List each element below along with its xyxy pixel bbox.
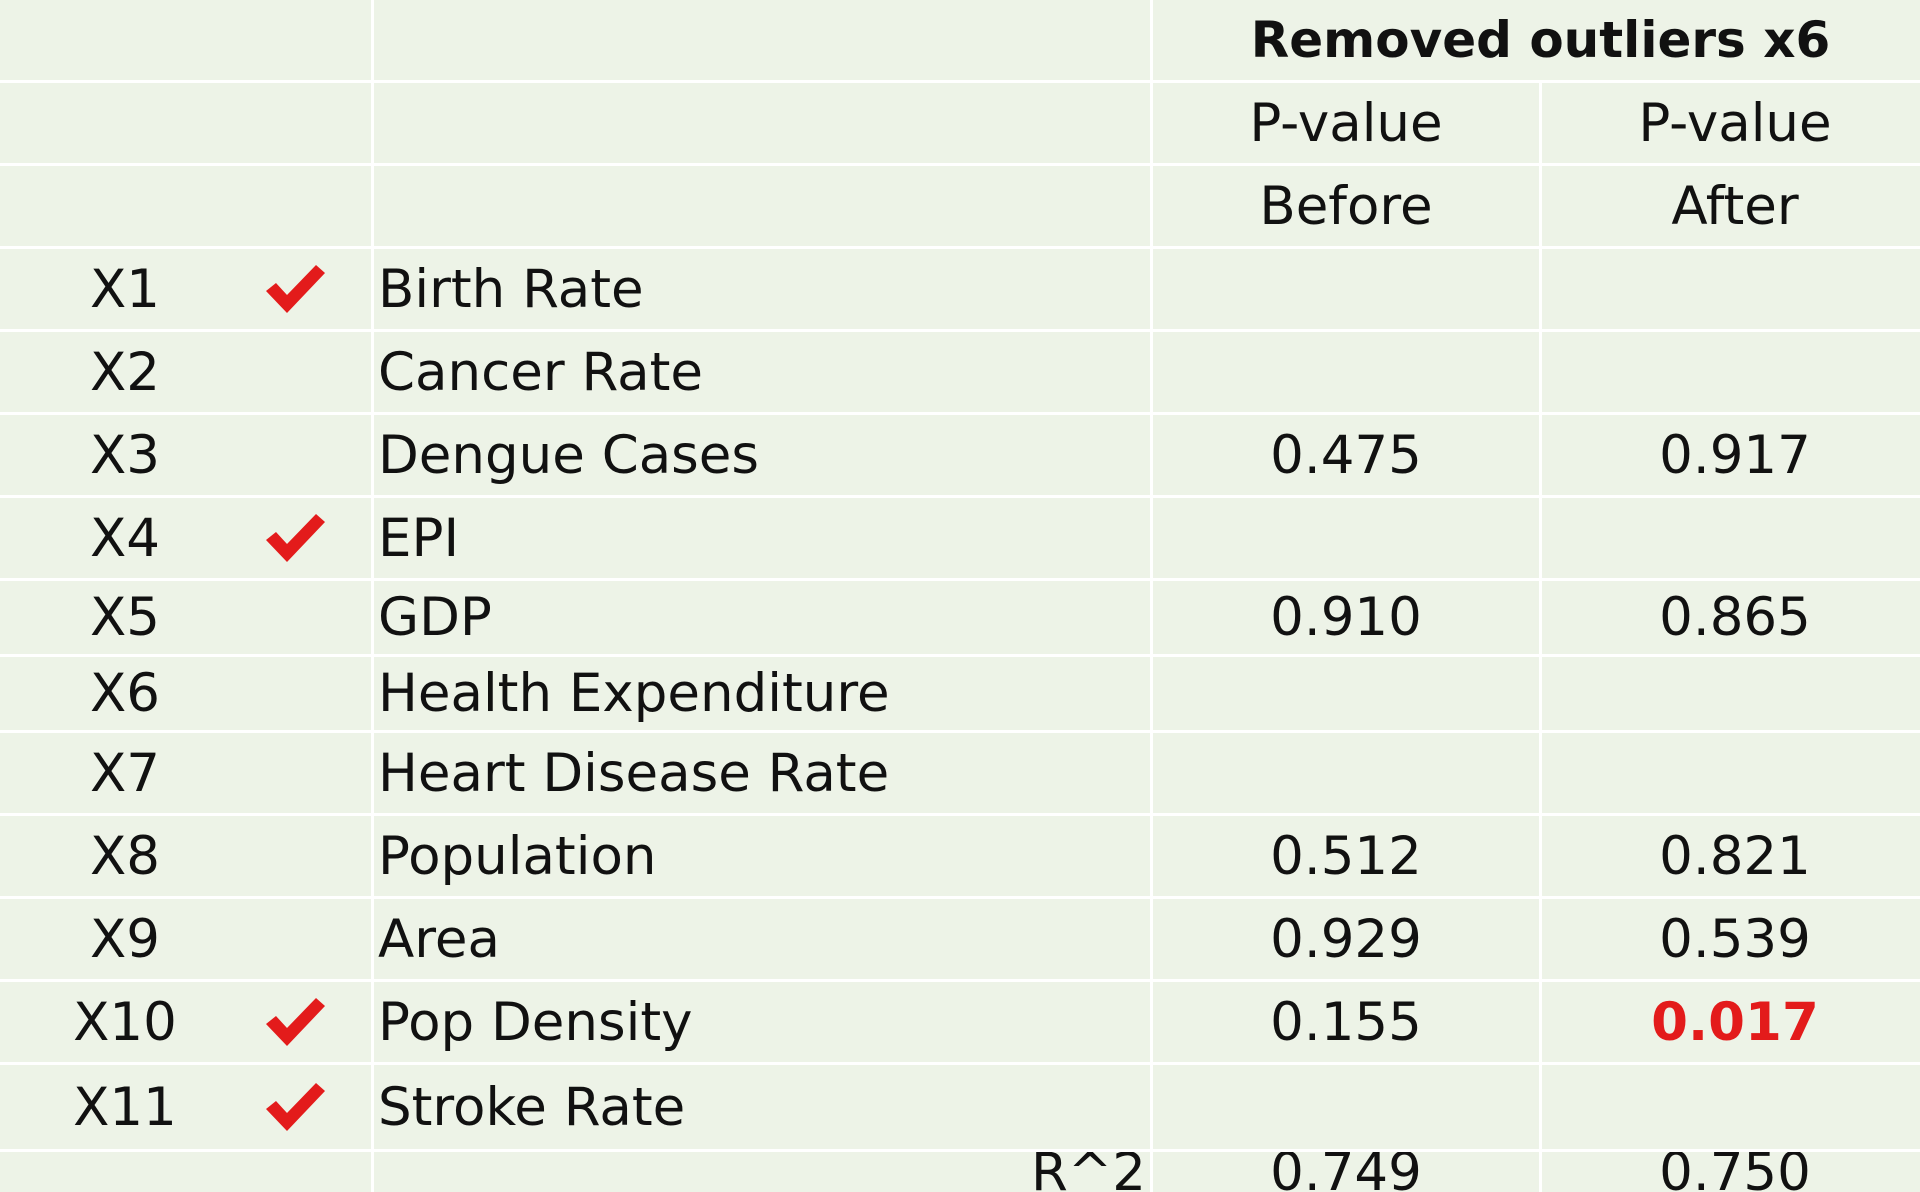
variable-id: X11 [73,1076,177,1138]
header-empty-name [374,83,1150,163]
p-value-before: 0.512 [1153,816,1539,896]
variable-name: Heart Disease Rate [374,733,1150,813]
variable-name: Dengue Cases [374,415,1150,495]
p-value-before [1153,249,1539,329]
p-value-before [1153,1065,1539,1149]
variable-id: X9 [89,908,161,970]
row-id-cell: X10 [0,982,371,1062]
row-id-cell: X9 [0,899,371,979]
header-empty-id [0,0,371,80]
checkmark-slot [240,581,371,654]
row-id-cell: X8 [0,816,371,896]
row-id-cell: X4 [0,498,371,578]
p-value-after [1542,1065,1920,1149]
variable-id: X3 [89,424,161,486]
p-value-before [1153,332,1539,412]
p-value-after [1542,657,1920,730]
p-value-after: 0.917 [1542,415,1920,495]
checkmark-slot [240,657,371,730]
checkmark-slot [240,249,371,329]
p-value-after [1542,332,1920,412]
p-value-after [1542,249,1920,329]
p-value-before: 0.929 [1153,899,1539,979]
checkmark-slot [240,415,371,495]
checkmark-slot [240,816,371,896]
col-after-header-line1: P-value [1542,83,1920,163]
r-squared-after: 0.750 [1542,1152,1920,1192]
header-empty-id [0,166,371,246]
variable-id: X4 [89,507,161,569]
variable-id: X10 [73,991,177,1053]
header-empty-id [0,83,371,163]
variable-id: X8 [89,825,161,887]
variable-name: GDP [374,581,1150,654]
p-value-before: 0.910 [1153,581,1539,654]
variable-name: Stroke Rate [374,1065,1150,1149]
col-before-header-line2: Before [1153,166,1539,246]
checkmark-icon [266,1083,325,1131]
p-value-before: 0.155 [1153,982,1539,1062]
row-id-cell: X3 [0,415,371,495]
checkmark-icon [266,265,325,313]
p-value-after [1542,498,1920,578]
variable-id: X6 [89,663,161,724]
p-value-after: 0.865 [1542,581,1920,654]
p-value-after [1542,733,1920,813]
group-title: Removed outliers x6 [1153,0,1920,80]
checkmark-icon [266,998,325,1046]
p-value-after: 0.017 [1542,982,1920,1062]
r-squared-before: 0.749 [1153,1152,1539,1192]
col-after-header-line2: After [1542,166,1920,246]
checkmark-slot [240,498,371,578]
p-value-after: 0.539 [1542,899,1920,979]
variable-name: Health Expenditure [374,657,1150,730]
row-id-cell: X6 [0,657,371,730]
r-squared-label: R^2 [374,1152,1150,1192]
checkmark-icon [266,514,325,562]
checkmark-slot [240,982,371,1062]
r2-empty-id [0,1152,371,1192]
variable-id: X5 [89,587,161,648]
p-value-before [1153,657,1539,730]
col-before-header-line1: P-value [1153,83,1539,163]
variable-id: X7 [89,742,161,804]
checkmark-slot [240,1065,371,1149]
checkmark-slot [240,899,371,979]
variable-name: Birth Rate [374,249,1150,329]
row-id-cell: X5 [0,581,371,654]
header-empty-name [374,166,1150,246]
p-value-before [1153,498,1539,578]
p-value-before [1153,733,1539,813]
header-empty-name [374,0,1150,80]
checkmark-slot [240,733,371,813]
row-id-cell: X7 [0,733,371,813]
variable-name: Population [374,816,1150,896]
variable-id: X1 [89,258,161,320]
row-id-cell: X11 [0,1065,371,1149]
checkmark-slot [240,332,371,412]
variable-name: Pop Density [374,982,1150,1062]
row-id-cell: X2 [0,332,371,412]
variable-name: EPI [374,498,1150,578]
row-id-cell: X1 [0,249,371,329]
p-value-after: 0.821 [1542,816,1920,896]
variable-id: X2 [89,341,161,403]
variable-name: Cancer Rate [374,332,1150,412]
variable-name: Area [374,899,1150,979]
p-value-before: 0.475 [1153,415,1539,495]
